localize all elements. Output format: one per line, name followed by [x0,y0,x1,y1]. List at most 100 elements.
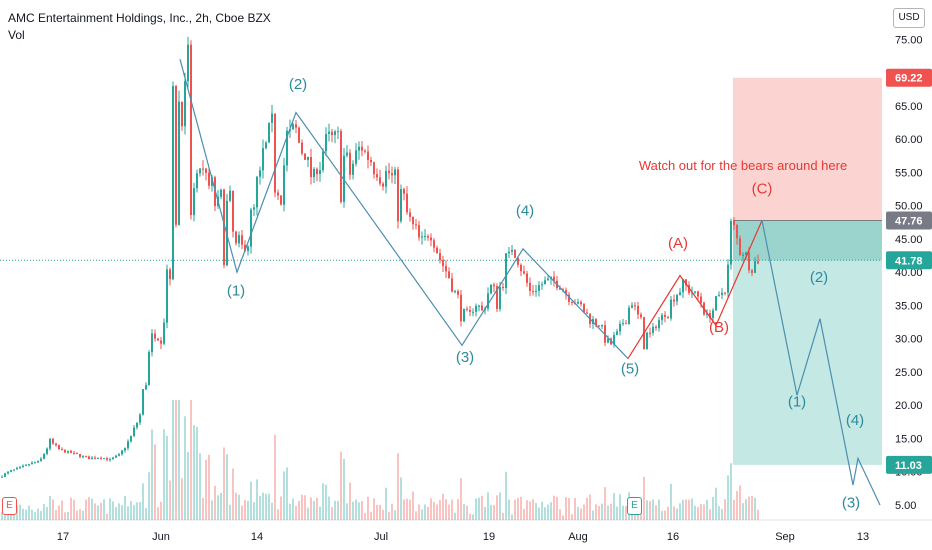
candle [445,265,447,272]
volume-bar [337,500,339,520]
candle [340,131,342,202]
volume-bar [415,511,417,520]
volume-bar [589,494,591,520]
stop-loss-zone [733,77,882,221]
volume-bar [580,508,582,520]
candle [292,124,294,130]
volume-bar [571,514,573,520]
chart-title: AMC Entertainment Holdings, Inc., 2h, Cb… [8,11,271,25]
candle [232,190,234,232]
volume-bar [322,483,324,520]
earnings-icon[interactable]: E [2,497,17,515]
volume-bar [151,429,153,520]
candle [115,455,117,458]
candle [325,133,327,152]
volume-bar [673,506,675,520]
price-label-tag [886,211,932,230]
volume-bar [481,495,483,520]
candle [259,170,261,177]
volume-bar [85,499,87,520]
volume-bar [622,505,624,520]
candle [175,85,177,225]
wave-label: (4) [516,203,534,220]
candle [277,192,279,196]
volume-bar [409,499,411,520]
volume-bar [715,487,717,520]
volume-bar [112,501,114,520]
candle [193,188,195,216]
volume-bar [160,501,162,520]
candle [709,313,711,319]
volume-bar [157,507,159,520]
volume-bar [82,510,84,520]
volume-bar [547,504,549,520]
volume-bar [721,509,723,520]
candle [7,471,9,474]
earnings-icon[interactable]: E [627,497,642,515]
volume-bar [109,498,111,520]
volume-bar [709,509,711,520]
candle [319,170,321,175]
currency-badge[interactable]: USD [893,8,925,28]
candle [61,449,63,451]
candle [295,124,297,128]
candle [37,460,39,463]
volume-bar [289,503,291,520]
volume-bar [286,467,288,520]
volume-bar [235,492,237,520]
volume-bar [502,512,504,520]
volume-bar [418,504,420,520]
price-label-tag [886,455,932,474]
volume-bar [493,504,495,520]
wave-label: (A) [668,235,688,252]
volume-bar [397,453,399,520]
candle [187,44,189,82]
volume-bar [640,512,642,520]
candle [694,291,696,293]
volume-bar [346,503,348,520]
candle [223,189,225,266]
price-label: 69.22 [895,73,923,85]
volume-bar [712,496,714,520]
candle [742,254,744,256]
candle [85,456,87,458]
candle [478,305,480,307]
candle [583,304,585,313]
volume-bar [130,501,132,520]
candle [727,264,729,293]
volume-bar [199,453,201,520]
volume-bar [574,498,576,520]
candle [679,292,681,296]
candle [424,236,426,238]
volume-bar [742,503,744,520]
volume-bar [475,498,477,520]
candle [721,292,723,296]
candle [97,457,99,459]
candle [637,305,639,315]
candle [166,269,168,323]
candle [358,146,360,151]
volume-bar [727,475,729,520]
candle [655,326,657,329]
volume-bar [421,509,423,520]
volume-bar [58,505,60,520]
volume-bar [472,514,474,520]
candle [739,238,741,256]
candle [685,279,687,286]
candle [4,473,6,477]
candle [361,146,363,151]
candle [748,252,750,271]
candle [190,44,192,216]
volume-bar [376,504,378,520]
candle [301,142,303,154]
candle [736,225,738,239]
volume-bar [379,504,381,520]
volume-bar [223,447,225,520]
wave-label: (2) [810,269,828,286]
candle [250,209,252,247]
candle [235,231,237,244]
candle [280,195,282,205]
volume-bar [577,506,579,520]
candle [631,305,633,308]
